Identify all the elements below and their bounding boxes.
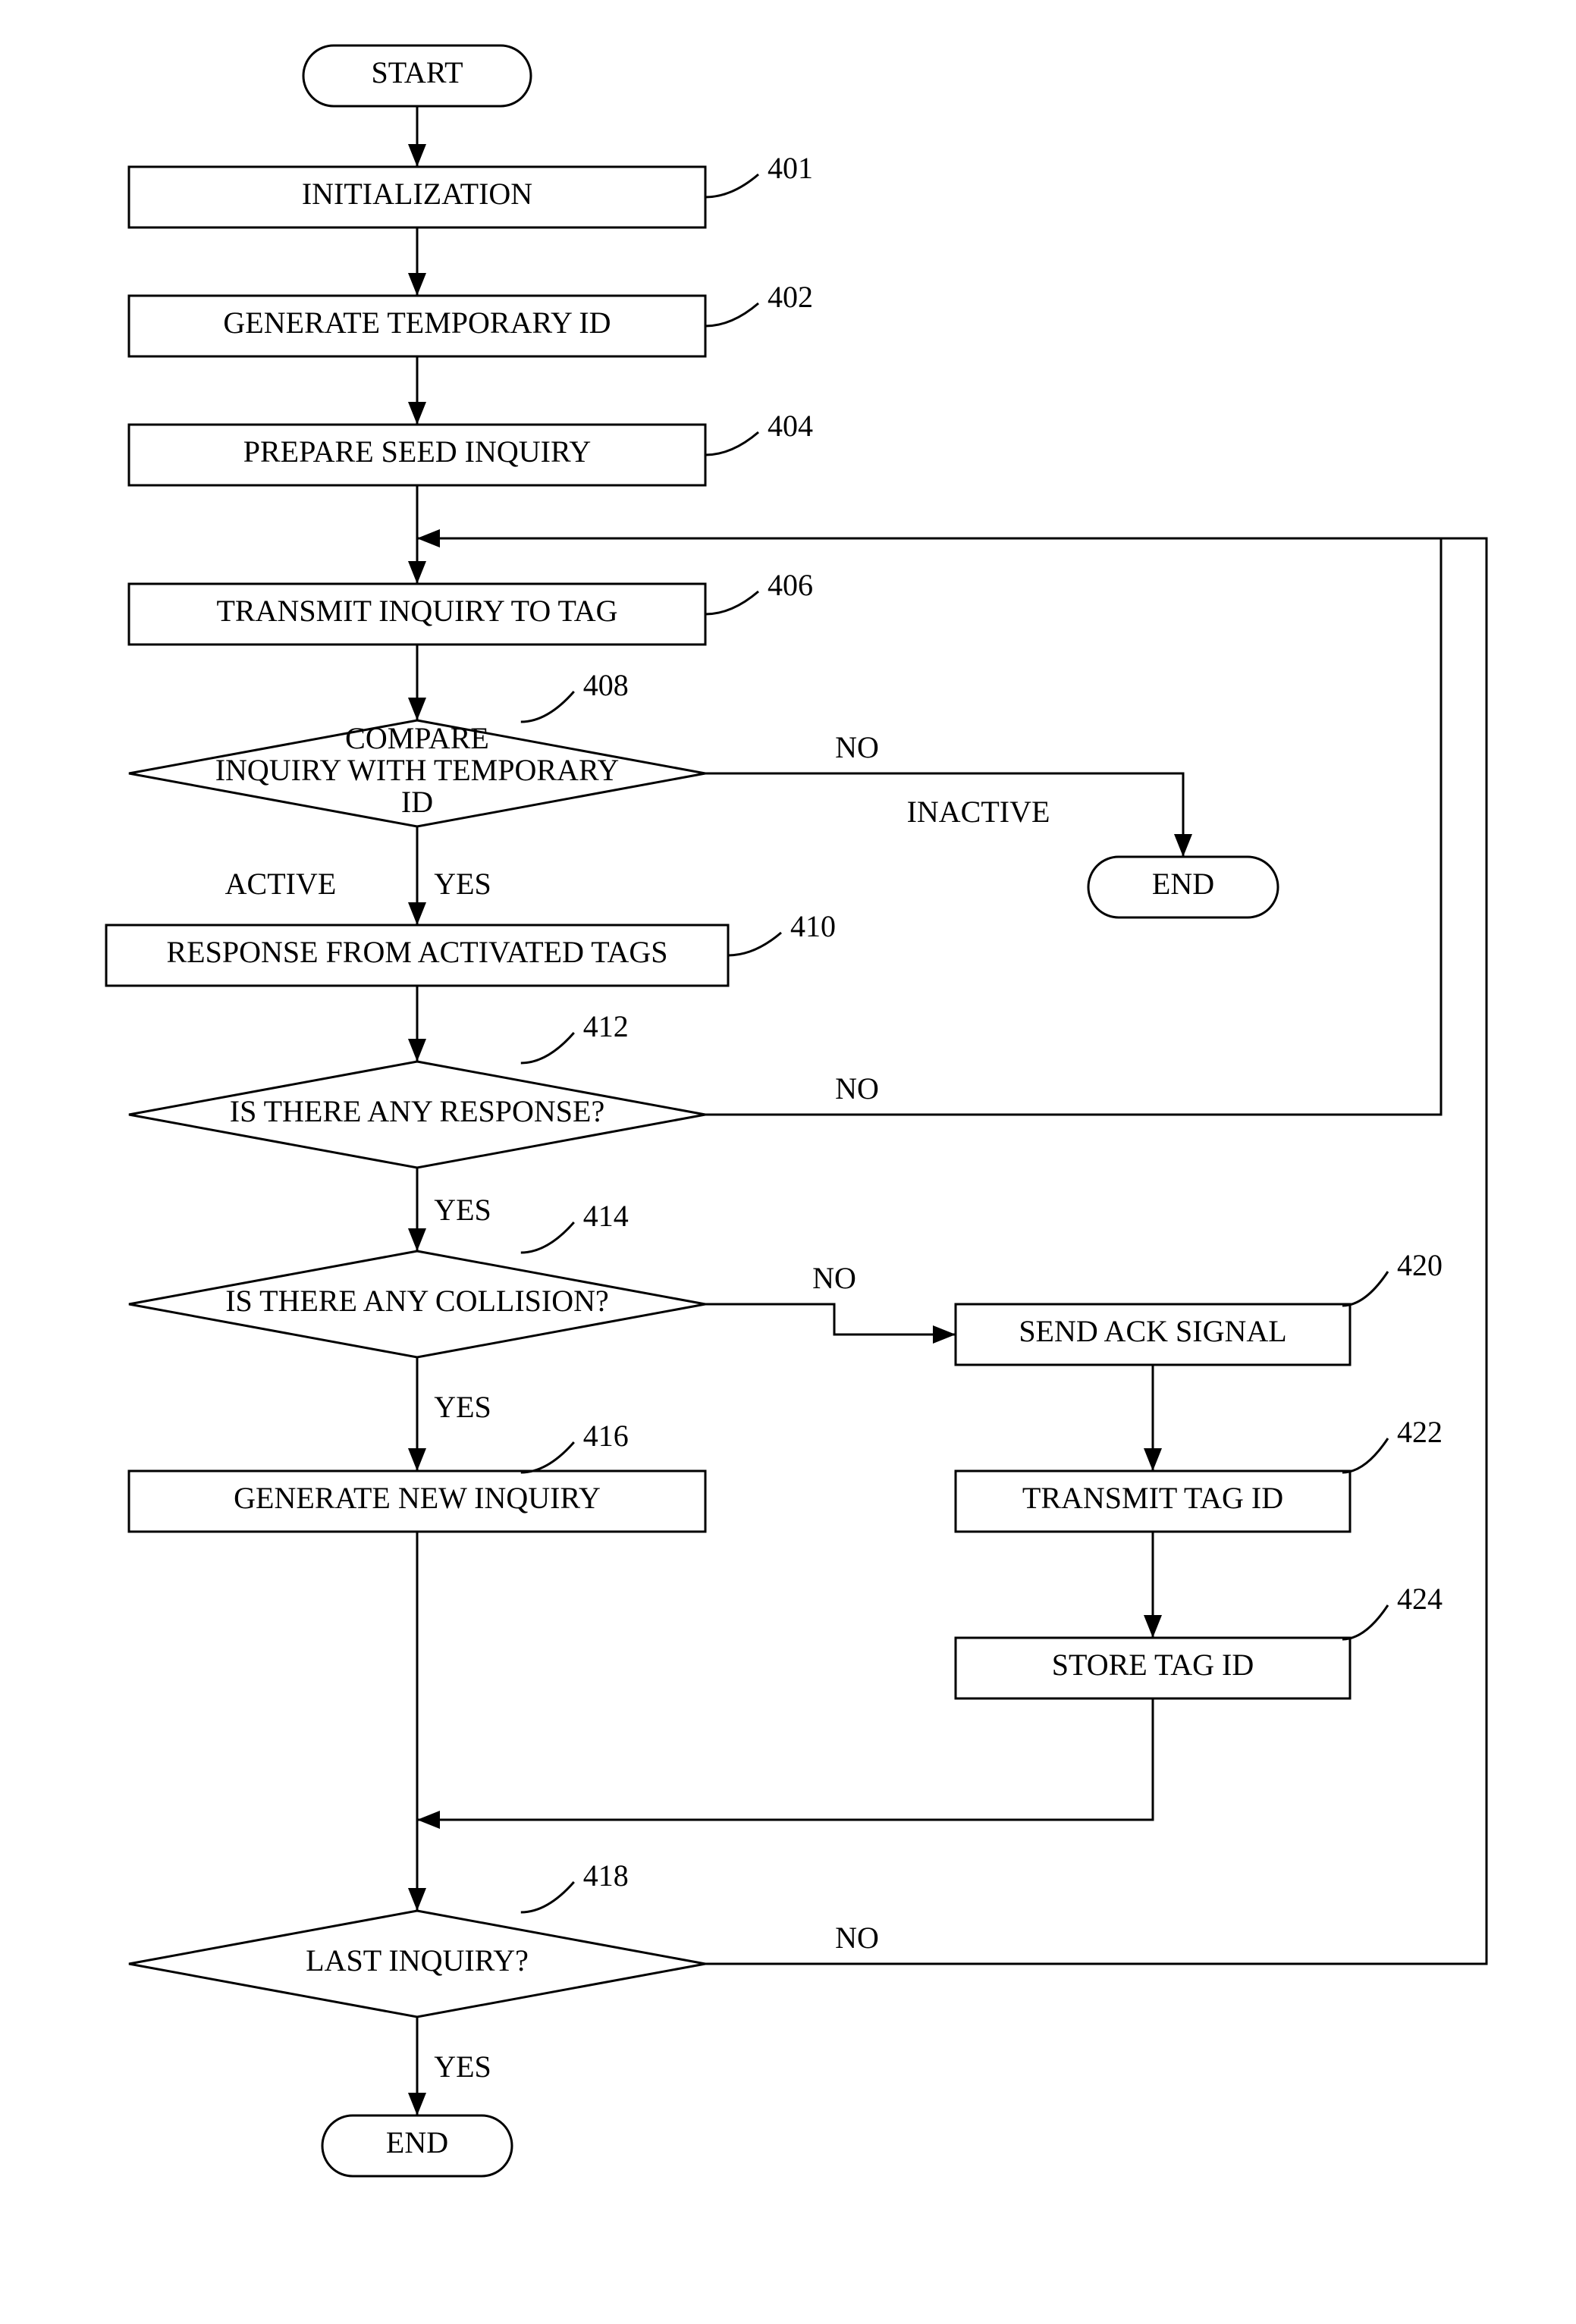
n424-ref: 424 xyxy=(1397,1582,1443,1616)
edge-label: NO xyxy=(812,1261,856,1295)
n424-ref-leader xyxy=(1342,1605,1388,1639)
n404-label: PREPARE SEED INQUIRY xyxy=(243,434,592,469)
n414-label: IS THERE ANY COLLISION? xyxy=(225,1284,609,1318)
arrowhead xyxy=(408,144,426,167)
n414-ref-leader xyxy=(521,1222,574,1253)
arrowhead xyxy=(408,561,426,584)
n402-label: GENERATE TEMPORARY ID xyxy=(223,306,611,340)
n402-ref: 402 xyxy=(768,280,813,314)
arrowhead xyxy=(933,1325,956,1344)
n408-label: ID xyxy=(401,785,433,819)
edge-label: INACTIVE xyxy=(907,795,1050,829)
n412-ref: 412 xyxy=(583,1009,629,1043)
n406-ref-leader xyxy=(705,591,758,614)
edge-label: YES xyxy=(434,1193,491,1227)
edge-label: NO xyxy=(835,1071,879,1106)
edge-label: NO xyxy=(835,1921,879,1955)
n412-label: IS THERE ANY RESPONSE? xyxy=(230,1094,605,1128)
flowchart: START INITIALIZATION 401 GENERATE TEMPORARY… xyxy=(0,0,1576,2324)
n422-ref: 422 xyxy=(1397,1415,1443,1449)
n402-ref-leader xyxy=(705,303,758,326)
edge-label: ACTIVE xyxy=(225,867,337,901)
arrowhead xyxy=(1174,834,1192,857)
n404-ref-leader xyxy=(705,432,758,455)
n410-ref-leader xyxy=(728,933,781,955)
end2-label: END xyxy=(386,2125,448,2159)
arrowhead xyxy=(408,273,426,296)
n401-ref: 401 xyxy=(768,151,813,185)
edge-label: YES xyxy=(434,867,491,901)
n420-ref: 420 xyxy=(1397,1248,1443,1282)
n416-label: GENERATE NEW INQUIRY xyxy=(234,1481,601,1515)
arrowhead xyxy=(1144,1448,1162,1471)
edge-label: YES xyxy=(434,2050,491,2084)
n418-label: LAST INQUIRY? xyxy=(306,1943,529,1977)
n422-ref-leader xyxy=(1342,1438,1388,1472)
arrowhead xyxy=(408,402,426,425)
n418-ref: 418 xyxy=(583,1858,629,1893)
n408-ref-leader xyxy=(521,692,574,722)
n416-ref: 416 xyxy=(583,1419,629,1453)
n416-ref-leader xyxy=(521,1442,574,1472)
n420-label: SEND ACK SIGNAL xyxy=(1019,1314,1286,1348)
arrowhead xyxy=(417,1811,440,1829)
n406-ref: 406 xyxy=(768,568,813,602)
n424-label: STORE TAG ID xyxy=(1052,1648,1254,1682)
n401-label: INITIALIZATION xyxy=(302,177,532,211)
end1-label: END xyxy=(1152,867,1214,901)
arrowhead xyxy=(408,698,426,720)
edge xyxy=(417,1698,1153,1820)
n401-ref-leader xyxy=(705,174,758,197)
n408-ref: 408 xyxy=(583,668,629,702)
n422-label: TRANSMIT TAG ID xyxy=(1022,1481,1283,1515)
edge-label: NO xyxy=(835,730,879,764)
n408-label: INQUIRY WITH TEMPORARY xyxy=(215,753,620,787)
edge-label: YES xyxy=(434,1390,491,1424)
arrowhead xyxy=(408,1888,426,1911)
arrowhead xyxy=(417,529,440,547)
n414-ref: 414 xyxy=(583,1199,629,1233)
arrowhead xyxy=(408,1228,426,1251)
arrowhead xyxy=(408,1039,426,1062)
n420-ref-leader xyxy=(1342,1272,1388,1306)
n404-ref: 404 xyxy=(768,409,813,443)
edge xyxy=(705,1304,956,1334)
n412-ref-leader xyxy=(521,1033,574,1063)
n408-label: COMPARE xyxy=(345,721,489,755)
n418-ref-leader xyxy=(521,1882,574,1912)
arrowhead xyxy=(1144,1615,1162,1638)
n410-ref: 410 xyxy=(790,909,836,943)
start-label: START xyxy=(371,55,463,89)
n406-label: TRANSMIT INQUIRY TO TAG xyxy=(216,594,617,628)
arrowhead xyxy=(408,2093,426,2115)
arrowhead xyxy=(408,1448,426,1471)
arrowhead xyxy=(408,902,426,925)
n410-label: RESPONSE FROM ACTIVATED TAGS xyxy=(166,935,667,969)
